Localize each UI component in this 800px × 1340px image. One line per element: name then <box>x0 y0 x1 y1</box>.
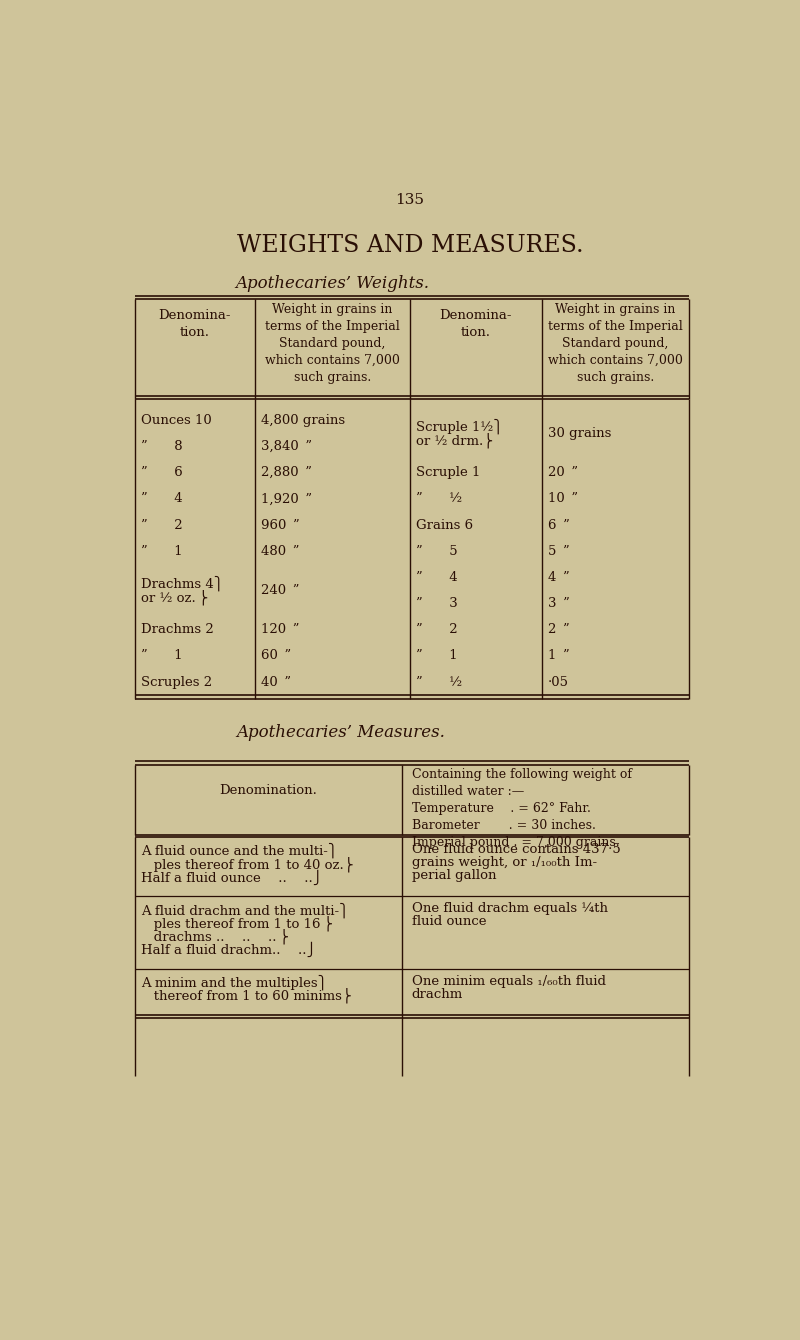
Text: Scruple 1: Scruple 1 <box>416 466 481 480</box>
Text: 240 ”: 240 ” <box>262 584 300 596</box>
Text: ”  4: ” 4 <box>141 492 182 505</box>
Text: ”  5: ” 5 <box>416 544 458 557</box>
Text: Scruple 1½⎫: Scruple 1½⎫ <box>416 418 503 434</box>
Text: 120 ”: 120 ” <box>262 623 300 636</box>
Text: ples thereof from 1 to 40 oz.⎬: ples thereof from 1 to 40 oz.⎬ <box>141 856 354 871</box>
Text: Drachms 2: Drachms 2 <box>141 623 214 636</box>
Text: ”  2: ” 2 <box>416 623 458 636</box>
Text: ples thereof from 1 to 16 ⎬: ples thereof from 1 to 16 ⎬ <box>141 915 333 931</box>
Text: Weight in grains in
terms of the Imperial
Standard pound,
which contains 7,000
s: Weight in grains in terms of the Imperia… <box>548 303 683 385</box>
Text: Scruples 2: Scruples 2 <box>141 675 212 689</box>
Text: ”  6: ” 6 <box>141 466 183 480</box>
Text: Apothecaries’ Weights.: Apothecaries’ Weights. <box>235 275 430 292</box>
Text: ”  3: ” 3 <box>416 598 458 610</box>
Text: Half a fluid drachm..  ..⎭: Half a fluid drachm.. ..⎭ <box>141 942 317 957</box>
Text: One fluid drachm equals ¼th: One fluid drachm equals ¼th <box>411 902 607 915</box>
Text: 480 ”: 480 ” <box>262 544 300 557</box>
Text: ”  4: ” 4 <box>416 571 458 584</box>
Text: Denomina-
tion.: Denomina- tion. <box>440 310 512 339</box>
Text: Containing the following weight of
distilled water :—
Temperature  . = 62° Fahr.: Containing the following weight of disti… <box>411 768 631 848</box>
Text: ”  1: ” 1 <box>416 650 458 662</box>
Text: 1,920 ”: 1,920 ” <box>262 492 312 505</box>
Text: 5 ”: 5 ” <box>548 544 570 557</box>
Text: Ounces 10: Ounces 10 <box>141 414 212 426</box>
Text: Apothecaries’ Measures.: Apothecaries’ Measures. <box>236 725 445 741</box>
Text: 4 ”: 4 ” <box>548 571 570 584</box>
Text: 135: 135 <box>395 193 425 208</box>
Text: ”  1: ” 1 <box>141 650 182 662</box>
Text: 20 ”: 20 ” <box>548 466 578 480</box>
Text: 1 ”: 1 ” <box>548 650 570 662</box>
Text: 2,880 ”: 2,880 ” <box>262 466 312 480</box>
Text: One fluid ounce contains 437·5: One fluid ounce contains 437·5 <box>411 843 620 856</box>
Text: 40 ”: 40 ” <box>262 675 291 689</box>
Text: or ½ drm.⎬: or ½ drm.⎬ <box>416 433 494 448</box>
Text: or ½ oz. ⎬: or ½ oz. ⎬ <box>141 590 209 606</box>
Text: drachms ..  ..  .. ⎬: drachms .. .. .. ⎬ <box>141 929 290 943</box>
Text: 3,840 ”: 3,840 ” <box>262 440 312 453</box>
Text: ”  ½: ” ½ <box>416 492 462 505</box>
Text: 30 grains: 30 grains <box>548 427 611 440</box>
Text: WEIGHTS AND MEASURES.: WEIGHTS AND MEASURES. <box>237 234 583 257</box>
Text: ”  2: ” 2 <box>141 519 182 532</box>
Text: A fluid drachm and the multi-⎫: A fluid drachm and the multi-⎫ <box>141 902 349 918</box>
Text: 960 ”: 960 ” <box>262 519 300 532</box>
Text: Grains 6: Grains 6 <box>416 519 474 532</box>
Text: ”  8: ” 8 <box>141 440 182 453</box>
Text: Drachms 4⎫: Drachms 4⎫ <box>141 576 224 591</box>
Text: Weight in grains in
terms of the Imperial
Standard pound,
which contains 7,000
s: Weight in grains in terms of the Imperia… <box>265 303 400 385</box>
Text: grains weight, or ₁/₁₀₀th Im-: grains weight, or ₁/₁₀₀th Im- <box>411 856 597 870</box>
Text: One minim equals ₁/₆₀th fluid: One minim equals ₁/₆₀th fluid <box>411 974 606 988</box>
Text: 3 ”: 3 ” <box>548 598 570 610</box>
Text: ”  ½: ” ½ <box>416 675 462 689</box>
Text: Denomination.: Denomination. <box>219 784 317 797</box>
Text: fluid ounce: fluid ounce <box>411 915 486 929</box>
Text: drachm: drachm <box>411 988 462 1001</box>
Text: 60 ”: 60 ” <box>262 650 291 662</box>
Text: thereof from 1 to 60 minims⎬: thereof from 1 to 60 minims⎬ <box>141 988 352 1004</box>
Text: 6 ”: 6 ” <box>548 519 570 532</box>
Text: A fluid ounce and the multi-⎫: A fluid ounce and the multi-⎫ <box>141 843 338 859</box>
Text: ·05: ·05 <box>548 675 569 689</box>
Text: ”  1: ” 1 <box>141 544 182 557</box>
Text: 10 ”: 10 ” <box>548 492 578 505</box>
Text: perial gallon: perial gallon <box>411 870 496 882</box>
Text: Denomina-
tion.: Denomina- tion. <box>158 310 231 339</box>
Text: 2 ”: 2 ” <box>548 623 570 636</box>
Text: Half a fluid ounce  ..  ..⎭: Half a fluid ounce .. ..⎭ <box>141 870 323 884</box>
Text: A minim and the multiples⎫: A minim and the multiples⎫ <box>141 974 328 990</box>
Text: 4,800 grains: 4,800 grains <box>262 414 346 426</box>
